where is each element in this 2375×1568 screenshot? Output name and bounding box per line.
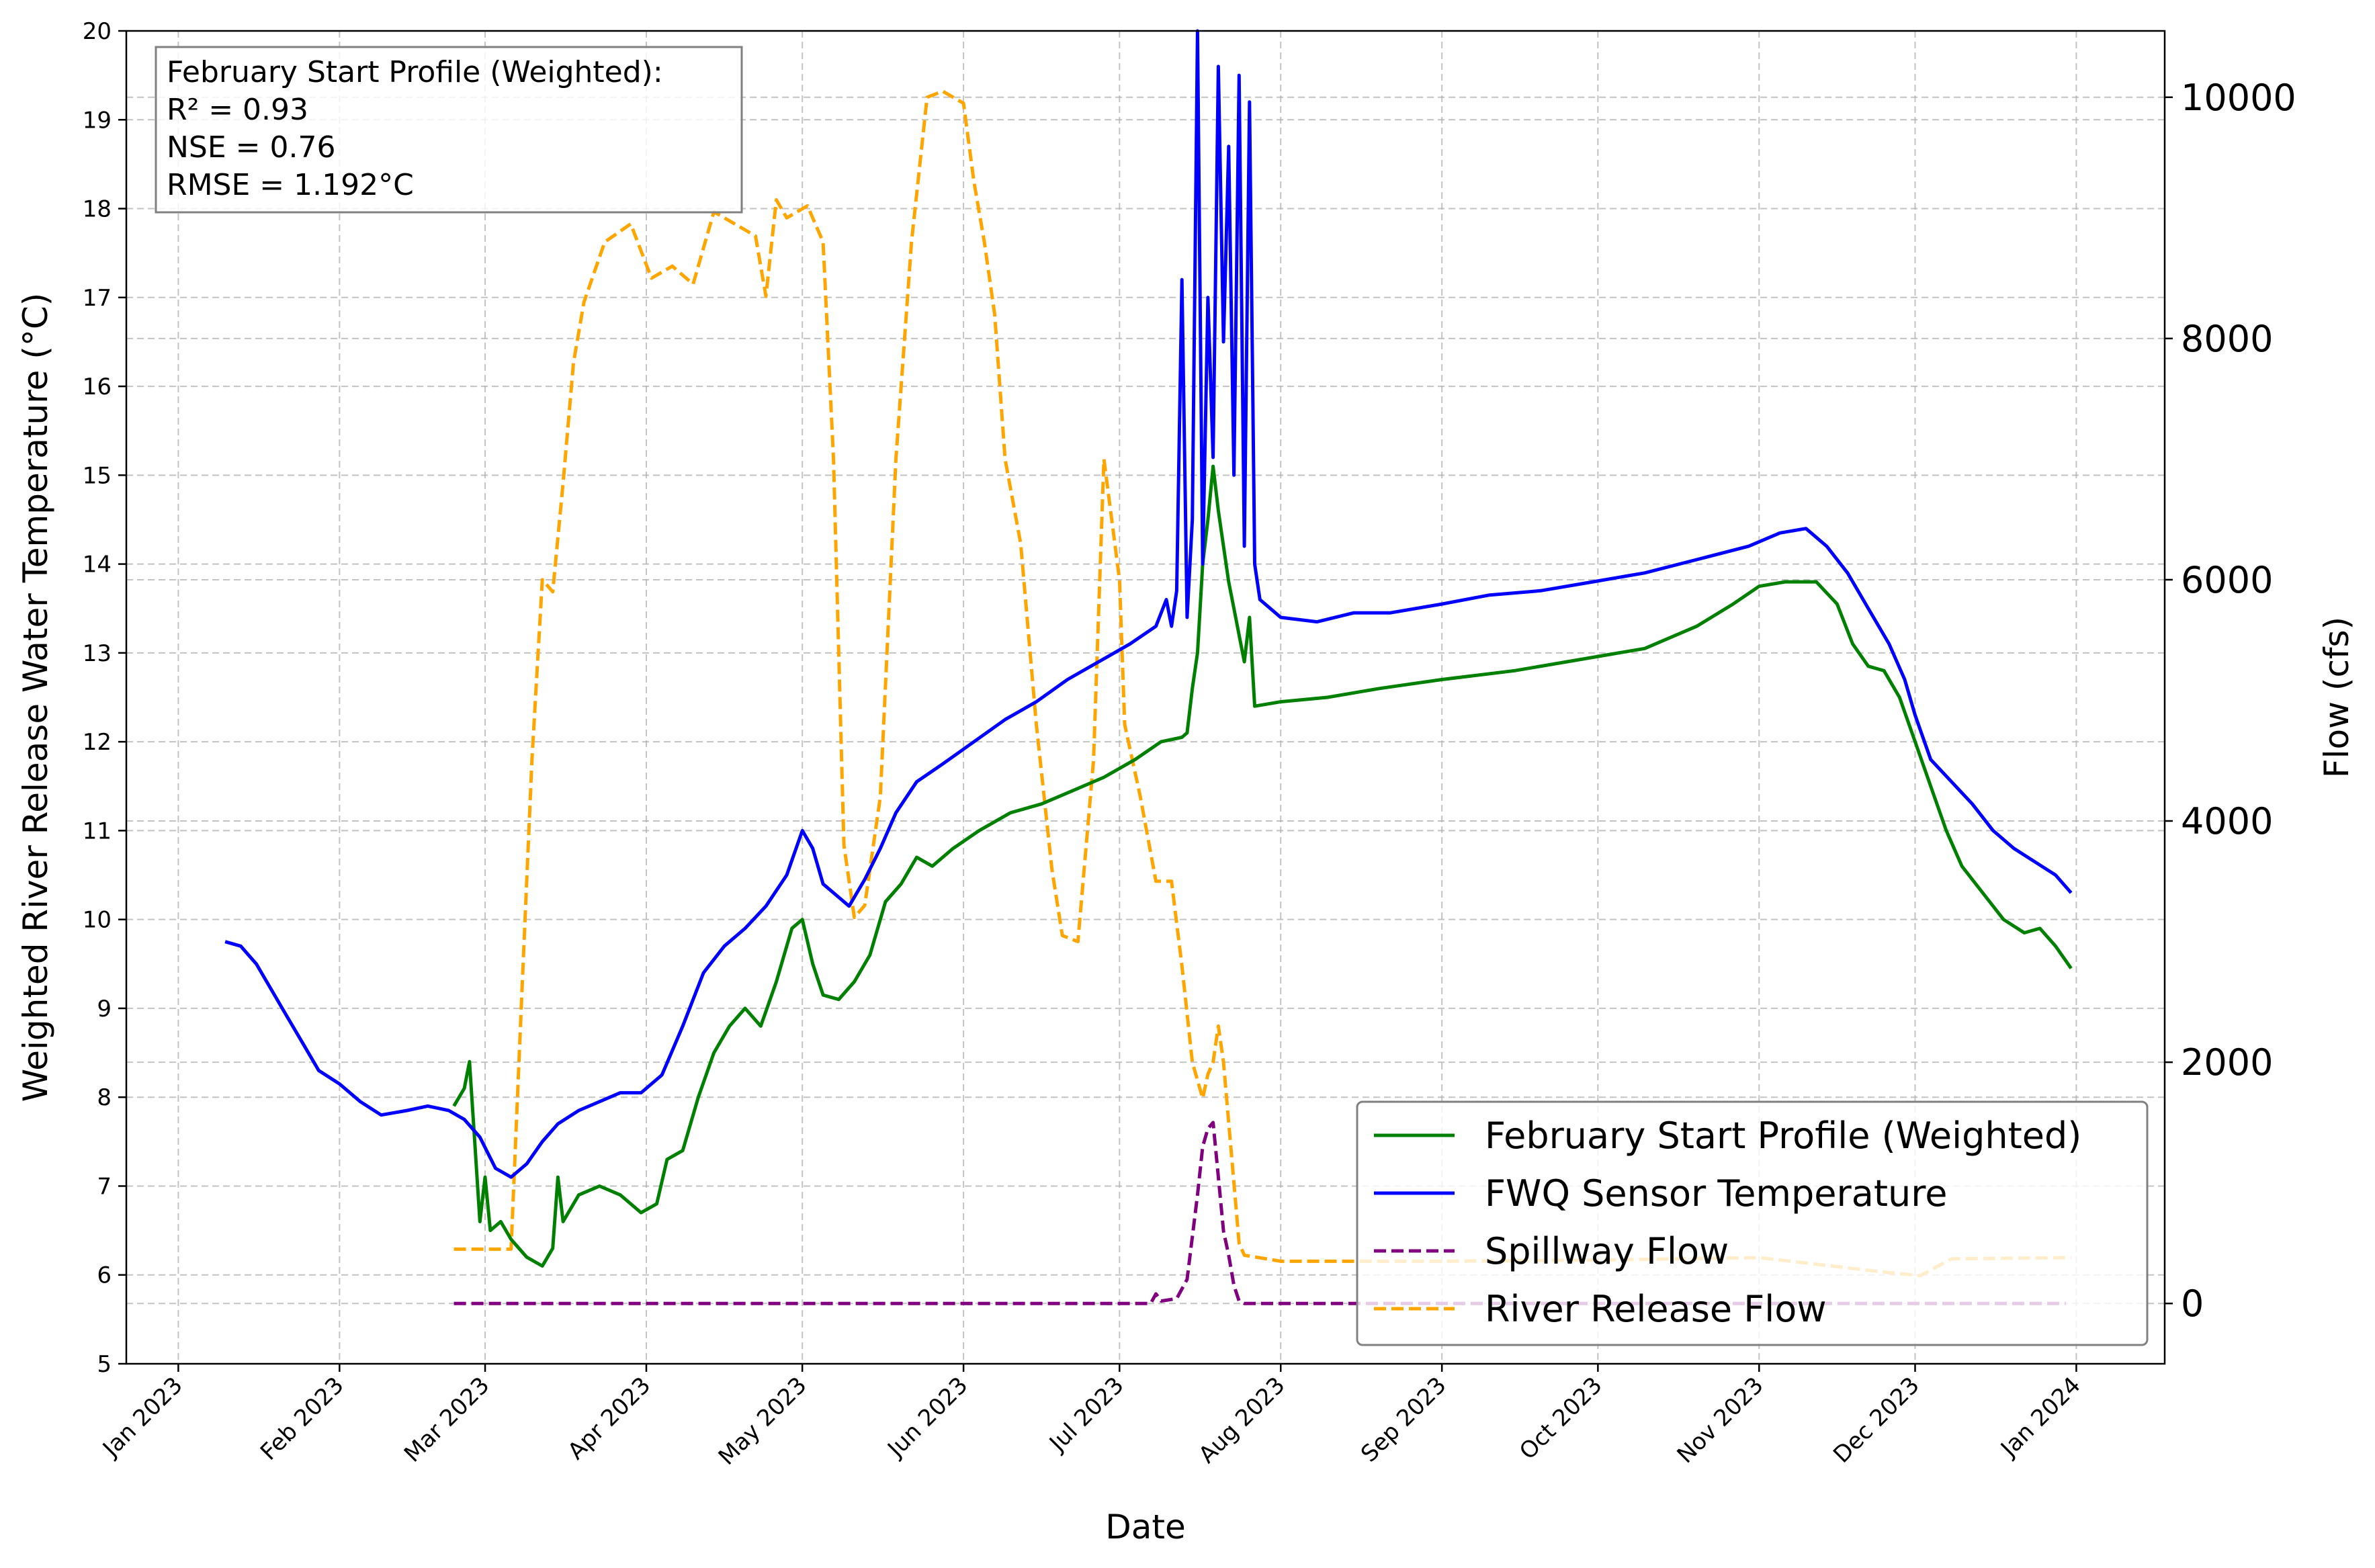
legend-frame bbox=[1356, 1100, 2149, 1346]
legend-label-february-start-profile: February Start Profile (Weighted) bbox=[1485, 1115, 2081, 1157]
stats-title: February Start Profile (Weighted): bbox=[167, 55, 663, 89]
stats-rmse: RMSE = 1.192°C bbox=[167, 168, 414, 202]
y-tick-label-20: 20 bbox=[83, 18, 112, 45]
y-tick-label-7: 7 bbox=[97, 1173, 112, 1200]
stats-r2: R² = 0.93 bbox=[167, 93, 308, 127]
y2-tick-label-2000: 2000 bbox=[2181, 1041, 2273, 1084]
y-tick-label-18: 18 bbox=[83, 196, 112, 223]
plot-frame bbox=[125, 30, 2166, 1365]
y-tick-label-5: 5 bbox=[97, 1351, 112, 1378]
legend-label-spillway-flow: Spillway Flow bbox=[1485, 1230, 1729, 1272]
y-tick-label-17: 17 bbox=[83, 285, 112, 312]
y-tick-label-13: 13 bbox=[83, 640, 112, 667]
stats-box: February Start Profile (Weighted): R² = … bbox=[155, 46, 743, 214]
y-tick-label-19: 19 bbox=[83, 107, 112, 134]
legend-label-river-release-flow: River Release Flow bbox=[1485, 1288, 1827, 1330]
left-y-axis-label: Weighted River Release Water Temperature… bbox=[16, 293, 55, 1102]
y-tick-label-10: 10 bbox=[83, 907, 112, 934]
stats-box-frame bbox=[155, 46, 743, 214]
y-tick-label-15: 15 bbox=[83, 462, 112, 489]
y-tick-label-16: 16 bbox=[83, 374, 112, 400]
y2-tick-label-6000: 6000 bbox=[2181, 559, 2273, 601]
y-tick-label-8: 8 bbox=[97, 1084, 112, 1111]
y2-tick-label-8000: 8000 bbox=[2181, 318, 2273, 360]
y2-tick-label-0: 0 bbox=[2181, 1282, 2204, 1325]
right-y-axis-label: Flow (cfs) bbox=[2317, 617, 2356, 778]
y-tick-label-14: 14 bbox=[83, 552, 112, 578]
y2-tick-label-10000: 10000 bbox=[2181, 77, 2296, 119]
y-tick-label-6: 6 bbox=[97, 1262, 112, 1289]
series-line-spillway-flow bbox=[454, 1121, 2066, 1305]
x-axis-label: Date bbox=[1105, 1508, 1186, 1547]
series-line-fwq-sensor-temperature bbox=[224, 29, 2073, 1179]
y-tick-label-11: 11 bbox=[83, 818, 112, 844]
stats-nse: NSE = 0.76 bbox=[167, 130, 335, 165]
series-line-february-start-profile-weighted bbox=[452, 464, 2073, 1268]
y-tick-label-9: 9 bbox=[97, 996, 112, 1022]
y-tick-label-12: 12 bbox=[83, 729, 112, 756]
y2-tick-label-4000: 4000 bbox=[2181, 800, 2273, 842]
series-layer bbox=[224, 29, 2073, 1305]
series-line-river-release-flow bbox=[454, 89, 2071, 1278]
legend: February Start Profile (Weighted) FWQ Se… bbox=[1356, 1100, 2149, 1346]
legend-label-fwq-sensor: FWQ Sensor Temperature bbox=[1485, 1172, 1947, 1215]
